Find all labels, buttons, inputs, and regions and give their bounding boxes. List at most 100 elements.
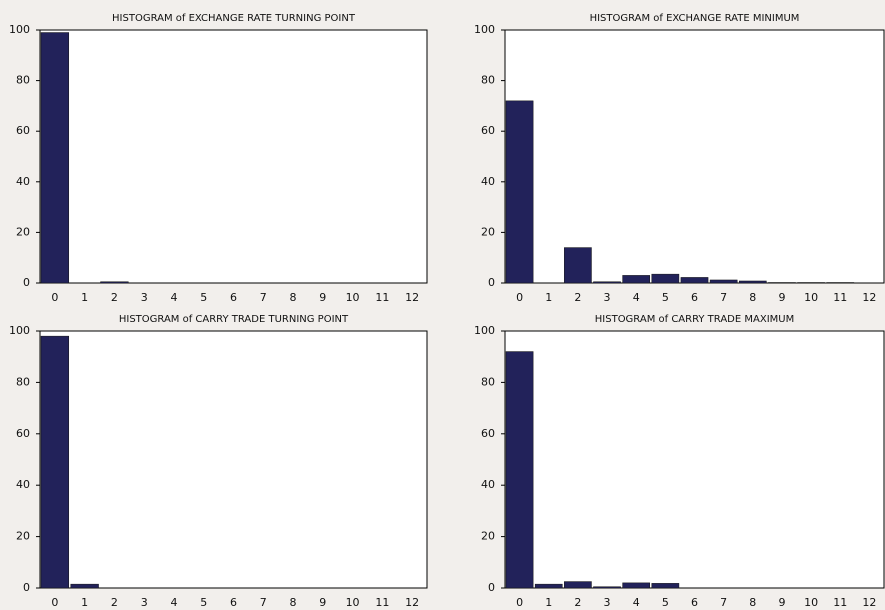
- bar: [768, 282, 796, 284]
- x-tick-label: 0: [51, 291, 58, 304]
- y-tick-label: 100: [474, 324, 495, 337]
- bar: [826, 282, 855, 284]
- y-tick-label: 40: [481, 478, 495, 491]
- x-tick-label: 2: [111, 291, 118, 304]
- x-tick-label: 6: [230, 596, 237, 609]
- y-tick-label: 0: [488, 581, 495, 594]
- x-tick-label: 10: [346, 291, 360, 304]
- x-tick-label: 2: [574, 596, 581, 609]
- bar: [593, 586, 621, 589]
- bar: [622, 582, 651, 589]
- x-tick-label: 3: [604, 291, 611, 304]
- bar: [738, 280, 767, 284]
- x-tick-label: 10: [804, 596, 818, 609]
- x-tick-label: 8: [290, 291, 297, 304]
- y-tick-label: 100: [9, 324, 30, 337]
- x-tick-label: 4: [170, 596, 177, 609]
- bar: [70, 583, 99, 589]
- x-tick-label: 11: [375, 291, 389, 304]
- x-tick-label: 0: [51, 596, 58, 609]
- x-tick-label: 8: [749, 291, 756, 304]
- x-tick-label: 12: [405, 596, 419, 609]
- x-tick-label: 11: [833, 291, 847, 304]
- x-tick-label: 6: [230, 291, 237, 304]
- plot-area: [504, 330, 885, 589]
- x-tick-label: 5: [200, 596, 207, 609]
- y-tick-label: 20: [16, 530, 30, 543]
- bar: [534, 583, 563, 589]
- x-tick-label: 11: [833, 596, 847, 609]
- x-tick-label: 9: [319, 596, 326, 609]
- x-tick-label: 1: [81, 596, 88, 609]
- x-tick-label: 11: [375, 596, 389, 609]
- y-tick-label: 80: [16, 74, 30, 87]
- y-tick-label: 20: [481, 225, 495, 238]
- bar: [564, 581, 592, 589]
- y-tick-label: 60: [16, 124, 30, 137]
- chart-title: HISTOGRAM of CARRY TRADE MAXIMUM: [595, 314, 794, 325]
- bar: [593, 281, 621, 284]
- y-tick-label: 20: [16, 225, 30, 238]
- x-tick-label: 12: [862, 291, 876, 304]
- y-tick-label: 80: [481, 74, 495, 87]
- y-tick-label: 0: [23, 276, 30, 289]
- x-tick-label: 8: [290, 596, 297, 609]
- bar: [651, 583, 680, 589]
- x-tick-label: 0: [516, 596, 523, 609]
- x-tick-label: 7: [720, 596, 727, 609]
- x-tick-label: 9: [778, 291, 785, 304]
- bar: [564, 247, 592, 284]
- x-tick-label: 7: [260, 291, 267, 304]
- y-tick-label: 60: [16, 427, 30, 440]
- x-tick-label: 3: [141, 596, 148, 609]
- x-tick-label: 3: [141, 291, 148, 304]
- x-tick-label: 1: [545, 291, 552, 304]
- y-tick-label: 0: [488, 276, 495, 289]
- y-tick-label: 60: [481, 427, 495, 440]
- y-tick-label: 0: [23, 581, 30, 594]
- bar: [622, 275, 651, 284]
- x-tick-label: 5: [200, 291, 207, 304]
- y-tick-label: 60: [481, 124, 495, 137]
- x-tick-label: 8: [749, 596, 756, 609]
- bar: [40, 32, 70, 284]
- x-tick-label: 4: [633, 596, 640, 609]
- y-tick-label: 80: [481, 375, 495, 388]
- bar: [505, 351, 534, 589]
- chart-title: HISTOGRAM of CARRY TRADE TURNING POINT: [119, 314, 349, 325]
- y-tick-label: 80: [16, 375, 30, 388]
- bar: [505, 100, 534, 284]
- x-tick-label: 12: [862, 596, 876, 609]
- y-tick-label: 20: [481, 530, 495, 543]
- x-tick-label: 2: [574, 291, 581, 304]
- chart-title: HISTOGRAM of EXCHANGE RATE TURNING POINT: [112, 13, 356, 24]
- x-tick-label: 10: [804, 291, 818, 304]
- bar: [680, 277, 709, 284]
- x-tick-label: 7: [720, 291, 727, 304]
- x-tick-label: 5: [662, 596, 669, 609]
- plot-area: [504, 29, 885, 284]
- bar: [651, 273, 680, 284]
- bar: [40, 335, 70, 589]
- x-tick-label: 7: [260, 596, 267, 609]
- x-tick-label: 6: [691, 291, 698, 304]
- x-tick-label: 10: [346, 596, 360, 609]
- y-tick-label: 40: [16, 478, 30, 491]
- plot-area: [39, 29, 428, 284]
- y-tick-label: 100: [9, 23, 30, 36]
- y-tick-label: 40: [481, 175, 495, 188]
- x-tick-label: 3: [604, 596, 611, 609]
- plot-area: [39, 330, 428, 589]
- chart-title: HISTOGRAM of EXCHANGE RATE MINIMUM: [590, 13, 800, 24]
- x-tick-label: 1: [545, 596, 552, 609]
- y-tick-label: 100: [474, 23, 495, 36]
- x-tick-label: 5: [662, 291, 669, 304]
- x-tick-label: 9: [778, 596, 785, 609]
- x-tick-label: 6: [691, 596, 698, 609]
- bar: [797, 282, 825, 284]
- x-tick-label: 4: [633, 291, 640, 304]
- x-tick-label: 4: [170, 291, 177, 304]
- bar: [709, 279, 738, 284]
- y-tick-label: 40: [16, 175, 30, 188]
